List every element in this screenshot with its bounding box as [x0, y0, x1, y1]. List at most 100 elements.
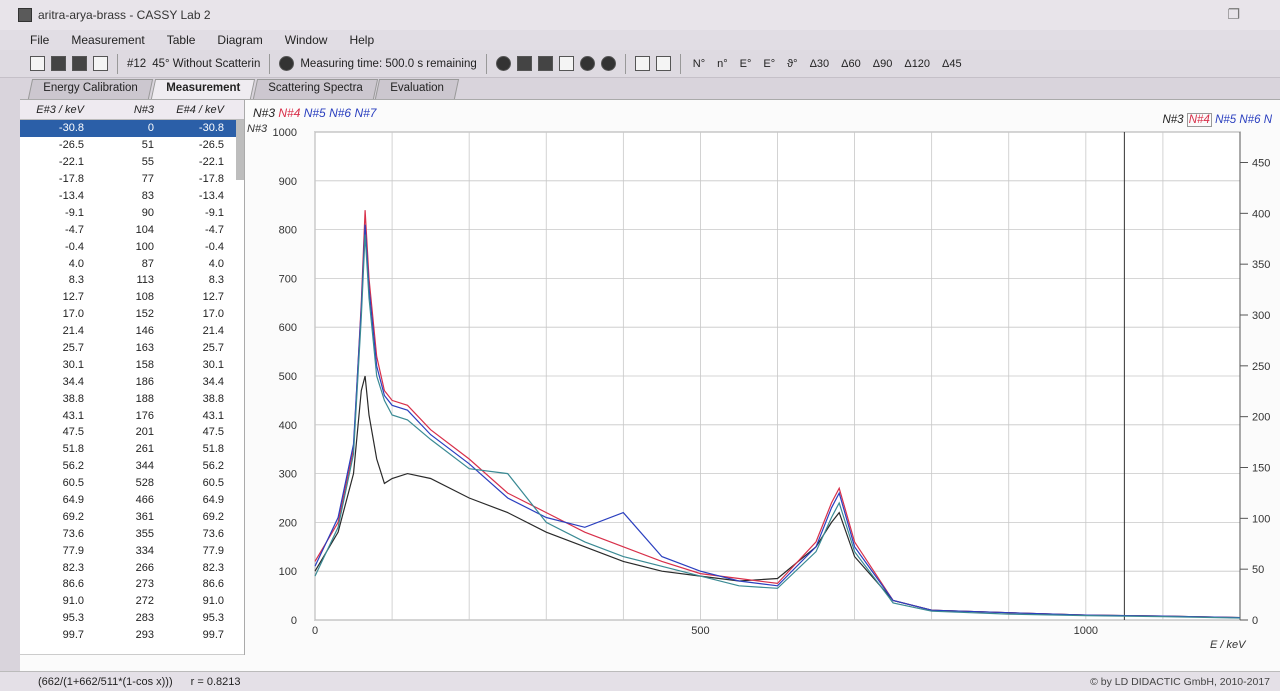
table-cell[interactable]: -17.8 — [58, 173, 84, 186]
table-cell[interactable]: 21.4 — [202, 325, 224, 338]
table-cell[interactable]: 51 — [141, 139, 154, 152]
tab-measurement[interactable]: Measurement — [150, 79, 255, 99]
menu-file[interactable]: File — [30, 33, 50, 47]
table-cell[interactable]: 73.6 — [202, 527, 224, 540]
bluetooth-icon[interactable] — [495, 56, 511, 71]
table-cell[interactable]: 60.5 — [62, 477, 84, 490]
legend-n3[interactable]: N#3 — [253, 106, 276, 120]
table-cell[interactable]: 4.0 — [208, 257, 224, 270]
legend-right-n5[interactable]: N#5 — [1215, 114, 1237, 126]
measurement-select[interactable]: 45° Without Scatterin — [152, 57, 261, 70]
table-row[interactable]: 12.7 108 12.7 — [20, 289, 244, 306]
table-row[interactable]: -9.1 90 -9.1 — [20, 204, 244, 221]
table-cell[interactable]: -9.1 — [65, 206, 84, 219]
table-cell[interactable]: 69.2 — [202, 510, 224, 523]
table-cell[interactable]: 334 — [135, 544, 154, 557]
timer-icon[interactable] — [279, 56, 295, 71]
table-cell[interactable]: 51.8 — [62, 443, 84, 456]
table-cell[interactable]: 261 — [135, 443, 154, 456]
grid-icon[interactable] — [516, 56, 532, 71]
save-icon[interactable] — [72, 56, 87, 71]
open-folder-icon[interactable] — [51, 56, 66, 71]
table-row[interactable]: 43.1 176 43.1 — [20, 407, 244, 424]
table-cell[interactable]: 95.3 — [202, 612, 224, 625]
table-cell[interactable]: 188 — [135, 392, 154, 405]
table-cell[interactable]: 82.3 — [202, 561, 224, 574]
table-row[interactable]: 51.8 261 51.8 — [20, 441, 244, 458]
table-cell[interactable]: 83 — [141, 190, 154, 202]
table-cell[interactable]: 100 — [135, 240, 154, 253]
table-cell[interactable]: 4.0 — [68, 257, 84, 270]
table-cell[interactable]: 0 — [147, 122, 154, 135]
legend-n4[interactable]: N#4 — [278, 106, 301, 120]
table-cell[interactable]: 73.6 — [62, 527, 84, 540]
table-cell[interactable]: -9.1 — [205, 206, 224, 219]
table-cell[interactable]: 12.7 — [62, 291, 84, 304]
table-cell[interactable]: 77 — [141, 173, 154, 186]
table-cell[interactable]: 30.1 — [62, 358, 84, 371]
help-icon[interactable] — [579, 56, 595, 71]
legend-n7[interactable]: N#7 — [354, 106, 377, 120]
menu-help[interactable]: Help — [349, 33, 375, 47]
table-cell[interactable]: 95.3 — [62, 612, 84, 625]
column-header-n3[interactable]: N#3 — [133, 103, 154, 116]
table-cell[interactable]: 361 — [135, 510, 154, 523]
table-cell[interactable]: 272 — [135, 595, 154, 608]
table-cell[interactable]: 38.8 — [202, 392, 224, 405]
symbol-delta90[interactable]: Δ90 — [872, 57, 893, 70]
table-cell[interactable]: 186 — [135, 375, 154, 388]
table-cell[interactable]: -30.8 — [198, 122, 224, 135]
table-cell[interactable]: 77.9 — [202, 544, 224, 557]
symbol-delta45[interactable]: Δ45 — [942, 57, 962, 70]
table-cell[interactable]: 77.9 — [62, 544, 84, 557]
restore-window-button[interactable]: ❐ — [1227, 6, 1240, 22]
table-cell[interactable]: 91.0 — [202, 595, 224, 608]
table-cell[interactable]: 64.9 — [62, 494, 84, 507]
window-layout-icon[interactable] — [634, 56, 650, 71]
table-row[interactable]: -13.4 83 -13.4 — [20, 188, 244, 205]
table-cell[interactable]: 34.4 — [202, 375, 224, 388]
table-row[interactable]: 21.4 146 21.4 — [20, 323, 244, 340]
menu-window[interactable]: Window — [284, 33, 328, 47]
table-cell[interactable]: 12.7 — [202, 291, 224, 304]
table-cell[interactable]: 86.6 — [202, 578, 224, 591]
table-cell[interactable]: 90 — [141, 206, 154, 219]
table-cell[interactable]: 176 — [135, 409, 154, 422]
table-cell[interactable]: 55 — [141, 156, 154, 169]
table-row[interactable]: 64.9 466 64.9 — [20, 492, 244, 509]
symbol-theta[interactable]: ϑ° — [787, 57, 798, 70]
display-icon[interactable] — [558, 56, 574, 71]
table-scrollbar[interactable] — [236, 120, 244, 180]
column-header-e4[interactable]: E#4 / keV — [176, 103, 224, 116]
table-row[interactable]: 77.9 334 77.9 — [20, 542, 244, 559]
table-cell[interactable]: 108 — [135, 291, 154, 304]
table-cell[interactable]: 69.2 — [62, 510, 84, 523]
table-row[interactable]: -26.5 51 -26.5 — [20, 137, 244, 154]
table-row[interactable]: 86.6 273 86.6 — [20, 576, 244, 593]
table-row[interactable]: 17.0 152 17.0 — [20, 306, 244, 323]
tab-scattering-spectra[interactable]: Scattering Spectra — [252, 79, 378, 99]
table-cell[interactable]: 87 — [141, 257, 154, 270]
ld-icon[interactable] — [600, 56, 616, 71]
table-cell[interactable]: 56.2 — [62, 460, 84, 473]
table-cell[interactable]: 152 — [135, 308, 154, 321]
table-cell[interactable]: 38.8 — [62, 392, 84, 405]
legend-n6[interactable]: N#6 — [329, 106, 352, 120]
legend-n5[interactable]: N#5 — [303, 106, 326, 120]
table-row[interactable]: -0.4 100 -0.4 — [20, 238, 244, 255]
table-cell[interactable]: 466 — [135, 494, 154, 507]
table-cell[interactable]: 158 — [135, 358, 154, 371]
table-row[interactable]: -4.7 104 -4.7 — [20, 221, 244, 238]
table-cell[interactable]: 47.5 — [62, 426, 84, 439]
table-cell[interactable]: 91.0 — [62, 595, 84, 608]
table-cell[interactable]: 25.7 — [202, 342, 224, 355]
table-cell[interactable]: -4.7 — [205, 223, 224, 236]
table-cell[interactable]: 99.7 — [202, 629, 224, 642]
table-row[interactable]: 60.5 528 60.5 — [20, 475, 244, 492]
tab-evaluation[interactable]: Evaluation — [375, 79, 460, 99]
table-cell[interactable]: 293 — [135, 629, 154, 642]
table-row[interactable]: 8.3 113 8.3 — [20, 272, 244, 289]
table-row[interactable]: 56.2 344 56.2 — [20, 458, 244, 475]
table-cell[interactable]: -0.4 — [65, 240, 84, 253]
table-cell[interactable]: -30.8 — [58, 122, 84, 135]
